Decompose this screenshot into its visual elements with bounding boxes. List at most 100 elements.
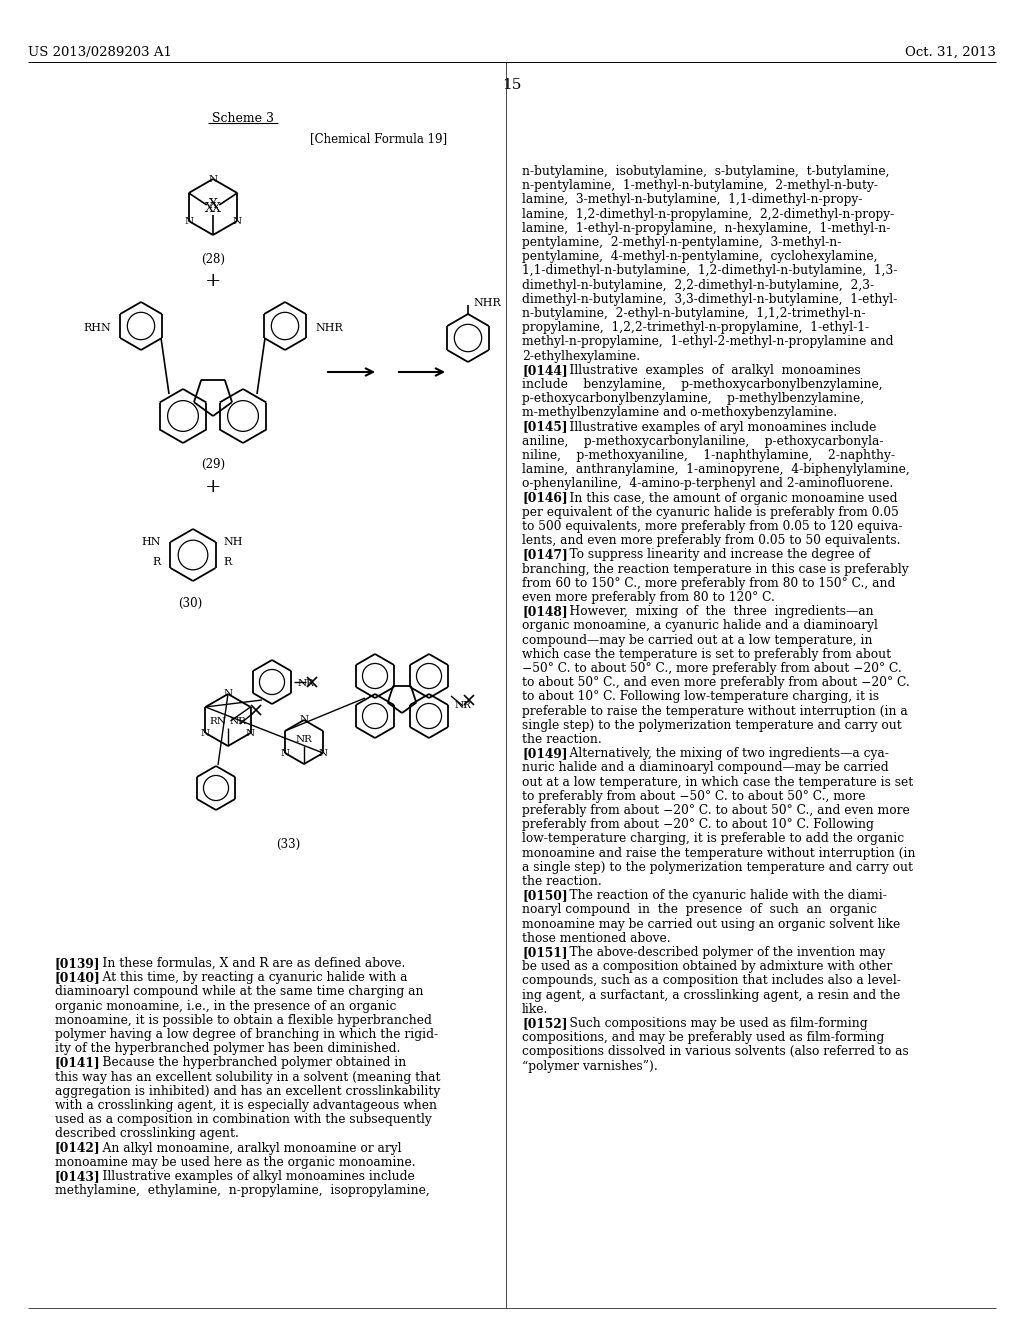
Text: US 2013/0289203 A1: US 2013/0289203 A1 xyxy=(28,46,172,59)
Text: N: N xyxy=(246,729,255,738)
Text: N: N xyxy=(209,174,217,183)
Text: Illustrative examples of alkyl monoamines include: Illustrative examples of alkyl monoamine… xyxy=(87,1170,415,1183)
Text: [0145]: [0145] xyxy=(522,421,567,433)
Text: out at a low temperature, in which case the temperature is set: out at a low temperature, in which case … xyxy=(522,776,913,788)
Text: Illustrative  examples  of  aralkyl  monoamines: Illustrative examples of aralkyl monoami… xyxy=(554,364,860,376)
Text: aniline,    p-methoxycarbonylaniline,    p-ethoxycarbonyla-: aniline, p-methoxycarbonylaniline, p-eth… xyxy=(522,434,884,447)
Text: compound—may be carried out at a low temperature, in: compound—may be carried out at a low tem… xyxy=(522,634,872,647)
Text: noaryl compound  in  the  presence  of  such  an  organic: noaryl compound in the presence of such … xyxy=(522,903,877,916)
Text: the reaction.: the reaction. xyxy=(522,733,602,746)
Text: [0148]: [0148] xyxy=(522,605,567,618)
Text: In these formulas, X and R are as defined above.: In these formulas, X and R are as define… xyxy=(87,957,406,970)
Text: lamine,  1,2-dimethyl-n-propylamine,  2,2-dimethyl-n-propy-: lamine, 1,2-dimethyl-n-propylamine, 2,2-… xyxy=(522,207,894,220)
Text: The above-described polymer of the invention may: The above-described polymer of the inven… xyxy=(554,946,885,960)
Text: low-temperature charging, it is preferable to add the organic: low-temperature charging, it is preferab… xyxy=(522,833,904,845)
Text: o-phenylaniline,  4-amino-p-terphenyl and 2-aminofluorene.: o-phenylaniline, 4-amino-p-terphenyl and… xyxy=(522,478,893,491)
Text: per equivalent of the cyanuric halide is preferably from 0.05: per equivalent of the cyanuric halide is… xyxy=(522,506,899,519)
Text: n-butylamine,  2-ethyl-n-butylamine,  1,1,2-trimethyl-n-: n-butylamine, 2-ethyl-n-butylamine, 1,1,… xyxy=(522,308,865,319)
Text: HN: HN xyxy=(141,537,161,546)
Text: with a crosslinking agent, it is especially advantageous when: with a crosslinking agent, it is especia… xyxy=(55,1100,437,1111)
Text: At this time, by reacting a cyanuric halide with a: At this time, by reacting a cyanuric hal… xyxy=(87,972,408,985)
Text: 2-ethylhexylamine.: 2-ethylhexylamine. xyxy=(522,350,640,363)
Text: which case the temperature is set to preferably from about: which case the temperature is set to pre… xyxy=(522,648,891,661)
Text: [Chemical Formula 19]: [Chemical Formula 19] xyxy=(310,132,447,145)
Text: NR: NR xyxy=(296,735,312,744)
Text: (28): (28) xyxy=(201,253,225,267)
Text: [0143]: [0143] xyxy=(55,1170,100,1183)
Text: Illustrative examples of aryl monoamines include: Illustrative examples of aryl monoamines… xyxy=(554,421,877,433)
Text: However,  mixing  of  the  three  ingredients—an: However, mixing of the three ingredients… xyxy=(554,605,873,618)
Text: N: N xyxy=(299,715,308,725)
Text: NHR: NHR xyxy=(473,298,501,308)
Text: organic monoamine, i.e., in the presence of an organic: organic monoamine, i.e., in the presence… xyxy=(55,999,396,1012)
Text: preferably from about −20° C. to about 50° C., and even more: preferably from about −20° C. to about 5… xyxy=(522,804,909,817)
Text: diaminoaryl compound while at the same time charging an: diaminoaryl compound while at the same t… xyxy=(55,986,424,998)
Text: niline,    p-methoxyaniline,    1-naphthylamine,    2-naphthy-: niline, p-methoxyaniline, 1-naphthylamin… xyxy=(522,449,895,462)
Text: those mentioned above.: those mentioned above. xyxy=(522,932,671,945)
Text: (30): (30) xyxy=(178,597,203,610)
Text: +: + xyxy=(205,478,221,496)
Text: N: N xyxy=(201,729,210,738)
Text: [0151]: [0151] xyxy=(522,946,567,960)
Text: monoamine may be used here as the organic monoamine.: monoamine may be used here as the organi… xyxy=(55,1156,416,1168)
Text: [0144]: [0144] xyxy=(522,364,567,376)
Text: R: R xyxy=(223,557,231,568)
Text: [0149]: [0149] xyxy=(522,747,567,760)
Text: used as a composition in combination with the subsequently: used as a composition in combination wit… xyxy=(55,1113,432,1126)
Text: p-ethoxycarbonylbenzylamine,    p-methylbenzylamine,: p-ethoxycarbonylbenzylamine, p-methylben… xyxy=(522,392,864,405)
Text: preferably from about −20° C. to about 10° C. Following: preferably from about −20° C. to about 1… xyxy=(522,818,873,832)
Text: N: N xyxy=(184,216,194,226)
Text: n-pentylamine,  1-methyl-n-butylamine,  2-methyl-n-buty-: n-pentylamine, 1-methyl-n-butylamine, 2-… xyxy=(522,180,878,193)
Text: a single step) to the polymerization temperature and carry out: a single step) to the polymerization tem… xyxy=(522,861,913,874)
Text: monoamine and raise the temperature without interruption (in: monoamine and raise the temperature with… xyxy=(522,846,915,859)
Text: from 60 to 150° C., more preferably from 80 to 150° C., and: from 60 to 150° C., more preferably from… xyxy=(522,577,895,590)
Text: N: N xyxy=(281,748,290,758)
Text: NH: NH xyxy=(223,537,243,546)
Text: ity of the hyperbranched polymer has been diminished.: ity of the hyperbranched polymer has bee… xyxy=(55,1043,400,1055)
Text: R: R xyxy=(153,557,161,568)
Text: The reaction of the cyanuric halide with the diami-: The reaction of the cyanuric halide with… xyxy=(554,890,887,902)
Text: compositions dissolved in various solvents (also referred to as: compositions dissolved in various solven… xyxy=(522,1045,908,1059)
Text: Such compositions may be used as film-forming: Such compositions may be used as film-fo… xyxy=(554,1016,867,1030)
Text: 15: 15 xyxy=(503,78,521,92)
Text: dimethyl-n-butylamine,  2,2-dimethyl-n-butylamine,  2,3-: dimethyl-n-butylamine, 2,2-dimethyl-n-bu… xyxy=(522,279,874,292)
Text: (29): (29) xyxy=(201,458,225,471)
Text: propylamine,  1,2,2-trimethyl-n-propylamine,  1-ethyl-1-: propylamine, 1,2,2-trimethyl-n-propylami… xyxy=(522,321,869,334)
Text: pentylamine,  2-methyl-n-pentylamine,  3-methyl-n-: pentylamine, 2-methyl-n-pentylamine, 3-m… xyxy=(522,236,842,249)
Text: to preferably from about −50° C. to about 50° C., more: to preferably from about −50° C. to abou… xyxy=(522,789,865,803)
Text: [0147]: [0147] xyxy=(522,548,567,561)
Text: Because the hyperbranched polymer obtained in: Because the hyperbranched polymer obtain… xyxy=(87,1056,406,1069)
Text: (33): (33) xyxy=(275,838,300,851)
Text: [0142]: [0142] xyxy=(55,1142,100,1155)
Text: NR: NR xyxy=(230,717,247,726)
Text: monoamine, it is possible to obtain a flexible hyperbranched: monoamine, it is possible to obtain a fl… xyxy=(55,1014,432,1027)
Text: N: N xyxy=(318,748,328,758)
Text: NR: NR xyxy=(455,701,472,710)
Text: dimethyl-n-butylamine,  3,3-dimethyl-n-butylamine,  1-ethyl-: dimethyl-n-butylamine, 3,3-dimethyl-n-bu… xyxy=(522,293,897,306)
Text: branching, the reaction temperature in this case is preferably: branching, the reaction temperature in t… xyxy=(522,562,908,576)
Text: preferable to raise the temperature without interruption (in a: preferable to raise the temperature with… xyxy=(522,705,907,718)
Text: this way has an excellent solubility in a solvent (meaning that: this way has an excellent solubility in … xyxy=(55,1071,440,1084)
Text: In this case, the amount of organic monoamine used: In this case, the amount of organic mono… xyxy=(554,491,897,504)
Text: to about 50° C., and even more preferably from about −20° C.: to about 50° C., and even more preferabl… xyxy=(522,676,909,689)
Text: ing agent, a surfactant, a crosslinking agent, a resin and the: ing agent, a surfactant, a crosslinking … xyxy=(522,989,900,1002)
Text: Oct. 31, 2013: Oct. 31, 2013 xyxy=(905,46,996,59)
Text: NR: NR xyxy=(298,680,314,689)
Text: X: X xyxy=(209,198,217,211)
Text: +: + xyxy=(205,272,221,290)
Text: compositions, and may be preferably used as film-forming: compositions, and may be preferably used… xyxy=(522,1031,885,1044)
Text: single step) to the polymerization temperature and carry out: single step) to the polymerization tempe… xyxy=(522,719,902,731)
Text: methylamine,  ethylamine,  n-propylamine,  isopropylamine,: methylamine, ethylamine, n-propylamine, … xyxy=(55,1184,430,1197)
Text: like.: like. xyxy=(522,1003,549,1016)
Text: be used as a composition obtained by admixture with other: be used as a composition obtained by adm… xyxy=(522,960,892,973)
Text: include    benzylamine,    p-methoxycarbonylbenzylamine,: include benzylamine, p-methoxycarbonylbe… xyxy=(522,378,883,391)
Text: lamine,  anthranylamine,  1-aminopyrene,  4-biphenylylamine,: lamine, anthranylamine, 1-aminopyrene, 4… xyxy=(522,463,909,477)
Text: lamine,  1-ethyl-n-propylamine,  n-hexylamine,  1-methyl-n-: lamine, 1-ethyl-n-propylamine, n-hexylam… xyxy=(522,222,891,235)
Text: compounds, such as a composition that includes also a level-: compounds, such as a composition that in… xyxy=(522,974,901,987)
Text: To suppress linearity and increase the degree of: To suppress linearity and increase the d… xyxy=(554,548,870,561)
Text: [0140]: [0140] xyxy=(55,972,100,985)
Text: [0146]: [0146] xyxy=(522,491,567,504)
Text: polymer having a low degree of branching in which the rigid-: polymer having a low degree of branching… xyxy=(55,1028,438,1041)
Text: An alkyl monoamine, aralkyl monoamine or aryl: An alkyl monoamine, aralkyl monoamine or… xyxy=(87,1142,401,1155)
Text: lents, and even more preferably from 0.05 to 50 equivalents.: lents, and even more preferably from 0.0… xyxy=(522,535,900,548)
